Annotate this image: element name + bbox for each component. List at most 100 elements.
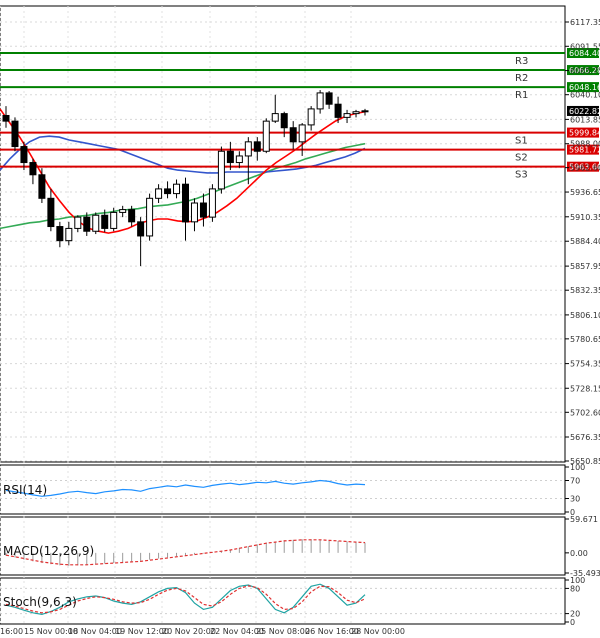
- level-name-s3: S3: [515, 170, 528, 181]
- candle-body: [262, 120, 270, 152]
- level-name-r3: R3: [515, 56, 528, 67]
- candle-body: [307, 108, 315, 126]
- level-price-label: 5999.84: [569, 129, 600, 138]
- time-tick-label: 15 Nov 00:00: [24, 627, 78, 636]
- price-tick-label: 5676.35: [570, 433, 600, 442]
- level-price-tag: [567, 82, 599, 93]
- indicator-tick-label: 20: [570, 610, 580, 619]
- candlesticks: [2, 90, 369, 267]
- level-price-label: 5963.60: [569, 163, 600, 172]
- macd-panel: [0, 516, 566, 576]
- candle-body: [289, 127, 297, 143]
- time-tick-label: 19 Nov 12:00: [115, 627, 169, 636]
- price-tick-label: 6117.35: [570, 18, 600, 27]
- candle-body: [361, 110, 369, 113]
- indicator-tick-label: 0: [570, 508, 575, 517]
- stoch-label: Stoch(9,6,3): [3, 595, 77, 609]
- candle-body: [199, 202, 207, 218]
- indicator-tick-label: 100: [570, 463, 585, 472]
- time-tick-label: 22 Nov 04:00: [210, 627, 264, 636]
- level-price-label: 6084.40: [569, 49, 600, 58]
- indicator-tick-label: 0: [570, 618, 575, 627]
- rsi-line: [5, 479, 366, 497]
- current-price-label: 6022.82: [569, 107, 600, 116]
- price-tick-label: 5832.35: [570, 286, 600, 295]
- price-tick-label: 6013.85: [570, 115, 600, 124]
- candle-body: [190, 202, 198, 223]
- price-tick-label: 5702.60: [570, 408, 600, 417]
- time-tick-label: 20 Nov 20:00: [162, 627, 216, 636]
- candle-body: [235, 155, 243, 164]
- level-price-tag: [567, 144, 599, 155]
- level-name-s2: S2: [515, 153, 528, 164]
- stoch-panel: [0, 577, 566, 625]
- candle-body: [280, 113, 288, 129]
- price-tick-label: 5962.60: [570, 164, 600, 173]
- candle-body: [74, 216, 82, 229]
- candle-body: [164, 188, 172, 195]
- level-price-tag: [567, 65, 599, 76]
- time-tick-label: 26 Nov 16:00: [305, 627, 359, 636]
- price-axis: 6117.35 6091.55 6065.75 6040.10 6013.85 5988.…: [565, 18, 600, 466]
- rsi-panel: [0, 464, 566, 515]
- time-tick-label: 16:00: [0, 627, 23, 636]
- indicator-tick-label: 59.671: [570, 515, 598, 524]
- candle-body: [119, 209, 127, 213]
- candle-body: [2, 114, 10, 122]
- indicator-tick-label: 80: [570, 584, 580, 593]
- price-tick-label: 5884.40: [570, 237, 600, 246]
- price-tick-label: 5936.65: [570, 188, 600, 197]
- candle-body: [182, 183, 189, 223]
- macd-indicator: 59.671 0.00 -35.493: [5, 515, 600, 578]
- candle-body: [29, 162, 37, 176]
- level-name-r2: R2: [515, 73, 528, 84]
- candle-body: [173, 183, 181, 195]
- candle-body: [325, 92, 333, 105]
- indicator-tick-label: 0.00: [570, 549, 588, 558]
- price-tick-label: 5780.65: [570, 335, 600, 344]
- pivot-levels: R3 6084.40 R2 6066.28 R1 6048.16 S1 5999.84 S2 59…: [0, 48, 600, 181]
- candle-body: [334, 103, 342, 118]
- indicator-tick-label: 30: [570, 495, 580, 504]
- candle-body: [38, 174, 46, 199]
- macd-label: MACD(12,26,9): [3, 544, 94, 558]
- candle-body: [83, 216, 91, 232]
- time-tick-label: 25 Nov 08:00: [256, 627, 310, 636]
- level-name-s1: S1: [515, 136, 528, 147]
- candle-body: [128, 209, 136, 223]
- candle-body: [316, 92, 324, 110]
- time-tick-label: 28 Nov 00:00: [351, 627, 405, 636]
- candle-body: [253, 141, 261, 152]
- price-tick-label: 6040.10: [570, 91, 600, 100]
- price-tick-label: 5806.10: [570, 311, 600, 320]
- candle-body: [146, 197, 154, 237]
- rsi-indicator: 100 70 30 0: [0, 463, 585, 517]
- time-tick-label: 18 Nov 04:00: [68, 627, 122, 636]
- price-tick-label: 5988.00: [570, 140, 600, 149]
- candle-body: [56, 226, 64, 242]
- level-price-tag: [567, 161, 599, 172]
- candle-body: [155, 188, 163, 199]
- candle-body: [352, 111, 360, 115]
- price-tick-label: 6065.75: [570, 67, 600, 76]
- level-name-r1: R1: [515, 90, 528, 101]
- candle-body: [137, 221, 145, 237]
- candle-body: [101, 214, 109, 229]
- level-price-label: 5981.72: [569, 146, 600, 155]
- indicator-tick-label: 70: [570, 477, 580, 486]
- price-tick-label: 5910.35: [570, 213, 600, 222]
- level-price-label: 6066.28: [569, 66, 600, 75]
- price-tick-label: 5857.95: [570, 262, 600, 271]
- level-price-tag: [567, 48, 599, 59]
- grid-lines: [0, 6, 565, 624]
- price-tick-label: 5754.35: [570, 360, 600, 369]
- candle-body: [226, 150, 234, 164]
- candle-body: [298, 124, 306, 143]
- price-tick-label: 5650.85: [570, 457, 600, 466]
- current-price-tag: [567, 105, 599, 116]
- stoch-k-line: [5, 583, 366, 616]
- stoch-d-line: [5, 585, 366, 614]
- candle-body: [208, 188, 216, 218]
